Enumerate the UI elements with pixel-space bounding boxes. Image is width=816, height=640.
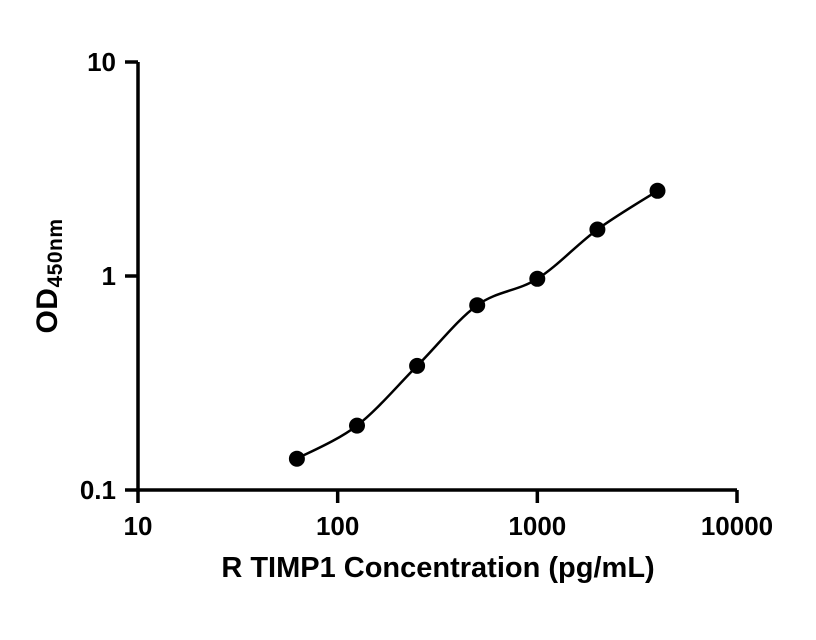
data-point-marker <box>409 357 426 374</box>
data-point-marker <box>349 417 365 434</box>
data-point-marker <box>288 450 305 467</box>
y-axis-title: OD450nm <box>28 176 68 376</box>
x-axis-title: R TIMP1 Concentration (pg/mL) <box>221 552 655 584</box>
y-axis-tick-label: 0.1 <box>80 475 116 505</box>
data-point-marker <box>469 297 486 314</box>
data-point-marker <box>589 221 606 238</box>
x-axis-tick-label: 10 <box>124 511 153 541</box>
x-axis-tick-label: 1000 <box>508 511 566 541</box>
data-point-marker <box>529 270 546 287</box>
y-axis-tick-label: 1 <box>102 261 116 291</box>
y-axis-title-subscript: 450nm <box>44 218 67 288</box>
y-axis-tick-label: 10 <box>87 47 116 77</box>
x-axis-tick-label: 10000 <box>701 511 773 541</box>
x-axis-tick-label: 100 <box>316 511 359 541</box>
data-point-marker <box>649 182 666 199</box>
y-axis-title-main: OD <box>31 287 64 334</box>
